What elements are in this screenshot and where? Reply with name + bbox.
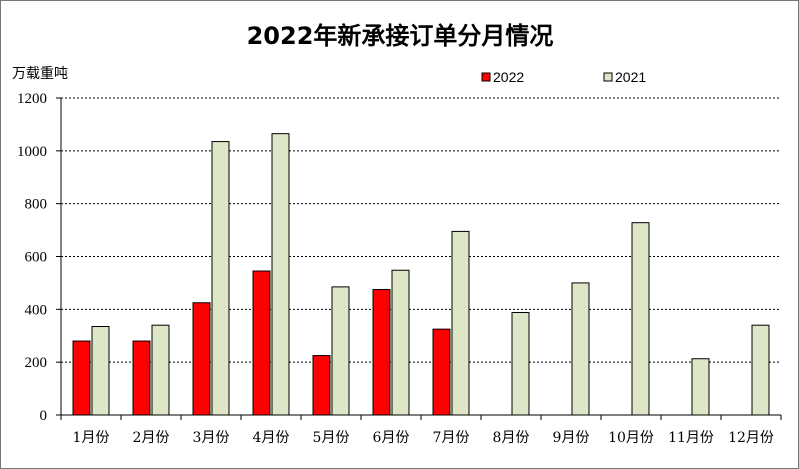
y-tick-label: 1200	[17, 91, 47, 107]
y-tick-label: 0	[40, 408, 48, 424]
bar-2022-2	[132, 340, 151, 416]
legend-swatch-2021	[603, 72, 613, 82]
bar-2021-2	[151, 324, 170, 416]
x-ticks: 1月份 2月份 3月份 4月份 5月份 6月份 7月份 8月份 9月份 10月份 11月份 12月份	[73, 430, 774, 446]
x-tick-label: 7月份	[433, 430, 470, 446]
bar-2022-3	[192, 302, 211, 416]
legend: 2022 2021	[481, 69, 646, 85]
y-tick-label: 200	[25, 355, 48, 371]
x-tick-label: 1月份	[73, 430, 110, 446]
bar-2022-4	[252, 270, 271, 416]
x-tick-label: 4月份	[253, 430, 290, 446]
bar-2022-6	[372, 289, 391, 416]
legend-label-2022: 2022	[493, 69, 524, 85]
y-axis-label: 万载重吨	[12, 66, 68, 82]
bar-2022-1	[72, 340, 91, 416]
x-tick-label: 8月份	[493, 430, 530, 446]
x-tick-label: 5月份	[313, 430, 350, 446]
gridlines	[61, 97, 781, 363]
y-tick-label: 800	[25, 197, 48, 213]
x-tick-label: 2月份	[133, 430, 170, 446]
axes	[56, 97, 782, 420]
bar-2021-10	[631, 222, 650, 416]
legend-swatch-2022	[481, 72, 491, 82]
x-tick-label: 3月份	[193, 430, 230, 446]
bar-2021-4	[271, 133, 290, 416]
bar-2021-5	[331, 286, 350, 416]
bar-2021-3	[211, 141, 230, 416]
bar-2021-11	[691, 358, 710, 416]
legend-label-2021: 2021	[615, 69, 646, 85]
bars	[72, 133, 770, 416]
bar-2021-9	[571, 282, 590, 416]
bar-2022-7	[432, 328, 451, 416]
bar-2021-12	[751, 324, 770, 416]
x-tick-label: 9月份	[553, 430, 590, 446]
y-ticks: 0 200 400 600 800 1000 1200	[17, 91, 47, 424]
x-tick-label: 11月份	[668, 430, 714, 446]
bar-2021-1	[91, 326, 110, 416]
x-tick-label: 12月份	[728, 430, 774, 446]
bar-2022-5	[312, 355, 331, 416]
bar-2021-6	[391, 269, 410, 416]
y-tick-label: 1000	[17, 144, 47, 160]
bar-2021-7	[451, 230, 470, 416]
x-tick-label: 6月份	[373, 430, 410, 446]
x-tick-label: 10月份	[608, 430, 654, 446]
y-tick-label: 600	[25, 250, 48, 266]
bar-2021-8	[511, 312, 530, 416]
y-tick-label: 400	[25, 302, 48, 318]
chart-title: 2022年新承接订单分月情况	[247, 22, 554, 50]
